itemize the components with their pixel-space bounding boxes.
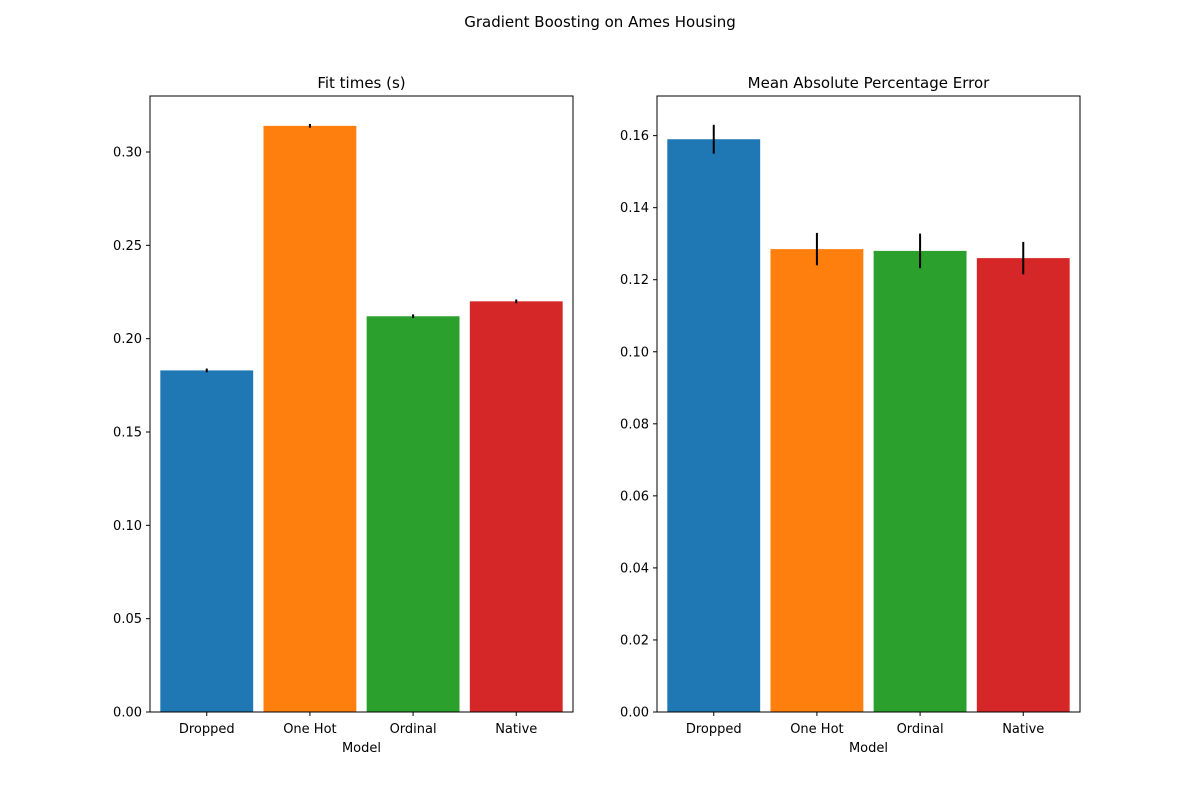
x-tick-label: One Hot [283,722,336,737]
y-tick-label: 0.06 [620,489,649,504]
fit-times-title: Fit times (s) [317,74,405,92]
y-tick-label: 0.14 [620,201,649,216]
mape-title: Mean Absolute Percentage Error [748,74,991,92]
y-tick-label: 0.30 [113,146,142,161]
bar-one-hot [263,125,357,712]
bar-ordinal [873,250,967,713]
x-tick-label: Native [495,722,537,737]
x-tick-label: Native [1002,722,1044,737]
y-tick-label: 0.25 [113,239,142,254]
x-tick-label: Dropped [179,722,235,737]
y-tick-label: 0.15 [113,426,142,441]
x-axis-label: Model [342,741,381,756]
x-axis-label: Model [849,741,888,756]
axes-frame [149,95,574,713]
bar-native [469,301,563,712]
y-tick-label: 0.05 [113,612,142,627]
bar-native [976,258,1070,712]
y-tick-label: 0.12 [620,273,649,288]
bar-ordinal [366,316,460,712]
fit-times-chart: Dropped One Hot Ordinal Native 0.00 0.05 0.10 0… [113,74,574,756]
y-tick-label: 0.00 [620,706,649,721]
y-tick-label: 0.02 [620,633,649,648]
y-tick-label: 0.04 [620,561,649,576]
y-tick-label: 0.10 [113,519,142,534]
y-tick-label: 0.00 [113,706,142,721]
y-tick-label: 0.10 [620,345,649,360]
figure-title: Gradient Boosting on Ames Housing [464,13,735,31]
x-tick-label: One Hot [790,722,843,737]
bar-dropped [160,370,254,712]
x-tick-label: Ordinal [390,722,437,737]
y-tick-label: 0.08 [620,417,649,432]
y-tick-label: 0.16 [620,129,649,144]
y-tick-label: 0.20 [113,332,142,347]
x-tick-label: Ordinal [897,722,944,737]
mape-chart: Dropped One Hot Ordinal Native 0.00 0.02 0.04 0… [620,74,1081,756]
x-tick-label: Dropped [686,722,742,737]
axes-frame [656,95,1081,713]
bar-dropped [667,139,761,712]
bar-one-hot [770,249,864,712]
